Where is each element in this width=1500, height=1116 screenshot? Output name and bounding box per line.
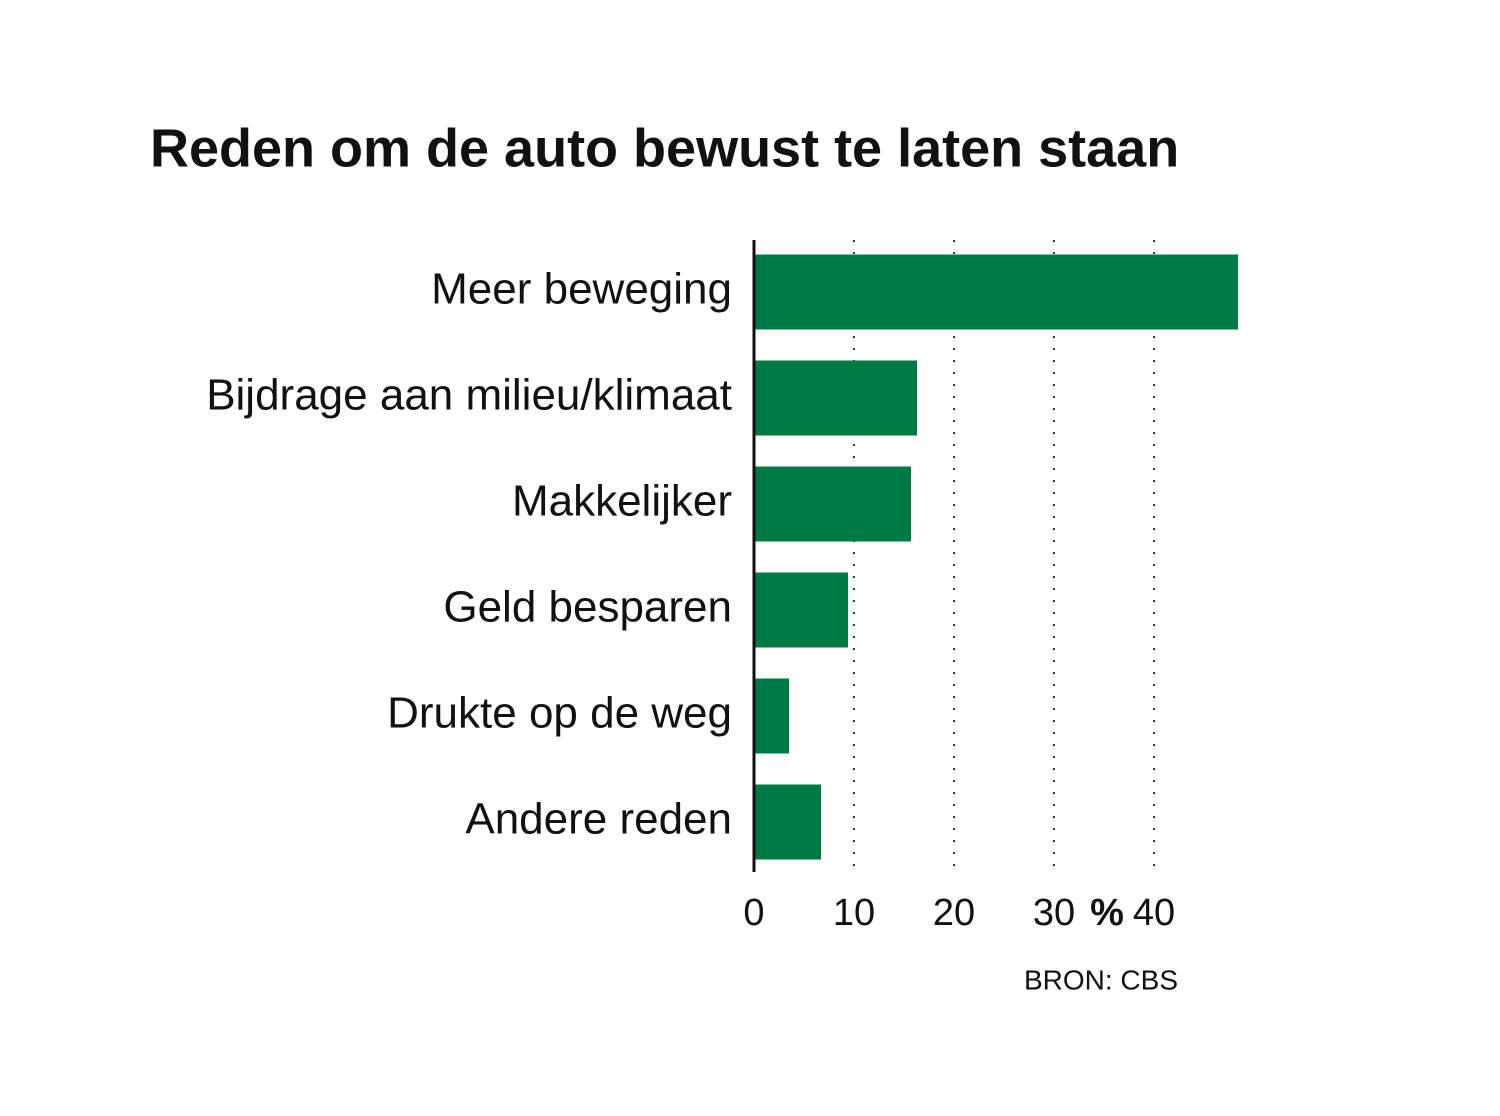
y-tick-label: Meer beweging: [431, 265, 732, 314]
x-tick-label: 20: [933, 892, 975, 934]
bar: [754, 678, 789, 754]
chart-title: Reden om de auto bewust te laten staan: [150, 118, 1179, 178]
x-tick-label: 30: [1033, 892, 1075, 934]
y-tick-label: Drukte op de weg: [387, 689, 732, 738]
bar: [754, 254, 1238, 330]
bar: [754, 466, 911, 542]
bar: [754, 572, 848, 648]
bar: [754, 360, 917, 436]
x-tick-label: 10: [833, 892, 875, 934]
y-tick-label: Makkelijker: [512, 477, 732, 526]
bar: [754, 784, 821, 860]
x-unit: %: [1090, 892, 1124, 934]
x-tick-label: 0: [743, 892, 764, 934]
x-tick-label: 40: [1133, 892, 1175, 934]
y-tick-label: Andere reden: [465, 795, 732, 844]
y-tick-label: Bijdrage aan milieu/klimaat: [206, 371, 732, 420]
y-tick-label: Geld besparen: [443, 583, 732, 632]
source: BRON: CBS: [1024, 964, 1178, 995]
